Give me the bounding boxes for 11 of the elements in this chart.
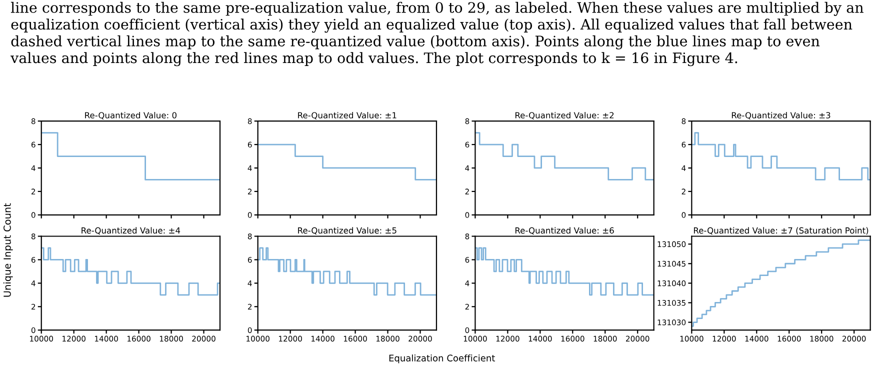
chart-title: Re-Quantized Value: ±6 <box>515 227 614 235</box>
chart-title: Re-Quantized Value: ±5 <box>298 227 396 235</box>
x-axis-title: Equalization Coefficient <box>389 354 495 364</box>
chart-title: Re-Quantized Value: ±7 (Saturation Point) <box>694 227 868 235</box>
chart-title: Re-Quantized Value: ±3 <box>732 112 830 120</box>
chart-title: Re-Quantized Value: ±2 <box>515 112 614 120</box>
y-axis-title: Unique Input Count <box>3 203 13 297</box>
chart-title: Re-Quantized Value: ±4 <box>82 227 180 235</box>
text: line corresponds to the same pre-equalization value, from 0 to 29, as labeled. When these values are multiplied by an equalization coefficient (vertical axis) they yield an equalized value (top axis). All equalized values that fall between dashed vertical lines map to the same re-quantized value (bottom axis). Points along the blue lines map to even values and points along the red lines map to odd values. The plot corresponds to k = 16 in Figure 4. <box>10 2 864 66</box>
chart-title: Re-Quantized Value: 0 <box>85 112 176 120</box>
chart-title: Re-Quantized Value: ±1 <box>298 112 396 120</box>
